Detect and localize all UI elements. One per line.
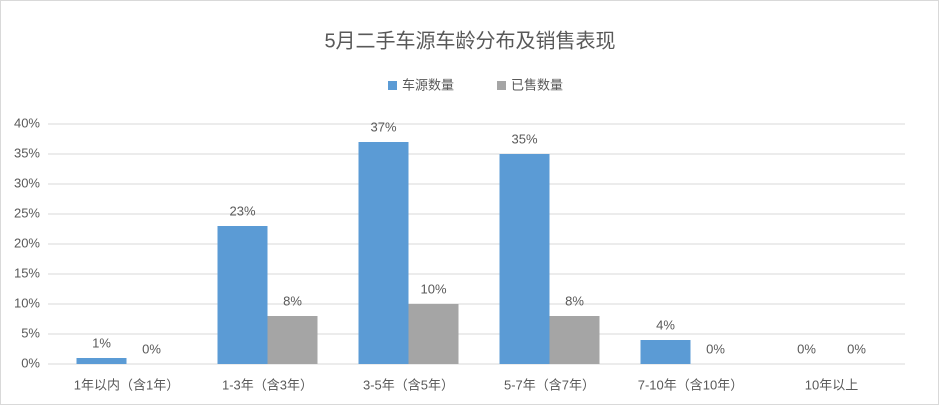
y-tick-label: 0% <box>21 355 40 370</box>
x-tick-label: 7-10年（含10年） <box>638 377 743 392</box>
x-tick-label: 1年以内（含1年） <box>74 377 179 392</box>
chart-title: 5月二手车源车龄分布及销售表现 <box>324 29 615 52</box>
x-tick-label: 10年以上 <box>805 377 858 392</box>
bar <box>217 226 268 364</box>
data-label: 0% <box>797 341 816 356</box>
data-label: 35% <box>511 131 537 146</box>
bar <box>76 358 127 364</box>
data-label: 8% <box>283 293 302 308</box>
y-tick-label: 5% <box>21 325 40 340</box>
data-label: 1% <box>92 335 111 350</box>
data-label: 0% <box>142 341 161 356</box>
bar <box>549 316 600 364</box>
bar <box>408 304 459 364</box>
bar <box>358 142 409 364</box>
bar <box>640 340 691 364</box>
y-tick-label: 20% <box>14 235 40 250</box>
y-tick-label: 15% <box>14 265 40 280</box>
data-label: 37% <box>370 119 396 134</box>
y-tick-label: 25% <box>14 205 40 220</box>
data-label: 8% <box>565 293 584 308</box>
y-tick-label: 40% <box>14 115 40 130</box>
bar <box>499 154 550 364</box>
data-label: 10% <box>420 281 446 296</box>
bar <box>267 316 318 364</box>
legend-label: 已售数量 <box>511 77 563 92</box>
y-tick-label: 30% <box>14 175 40 190</box>
legend-swatch <box>388 81 397 90</box>
x-tick-label: 3-5年（含5年） <box>363 377 454 392</box>
data-label: 0% <box>706 341 725 356</box>
x-tick-label: 5-7年（含7年） <box>504 377 595 392</box>
legend-swatch <box>497 81 506 90</box>
data-label: 4% <box>656 317 675 332</box>
y-tick-label: 35% <box>14 145 40 160</box>
data-label: 0% <box>847 341 866 356</box>
data-label: 23% <box>229 203 255 218</box>
x-tick-label: 1-3年（含3年） <box>222 377 313 392</box>
y-tick-label: 10% <box>14 295 40 310</box>
legend-label: 车源数量 <box>402 77 454 92</box>
